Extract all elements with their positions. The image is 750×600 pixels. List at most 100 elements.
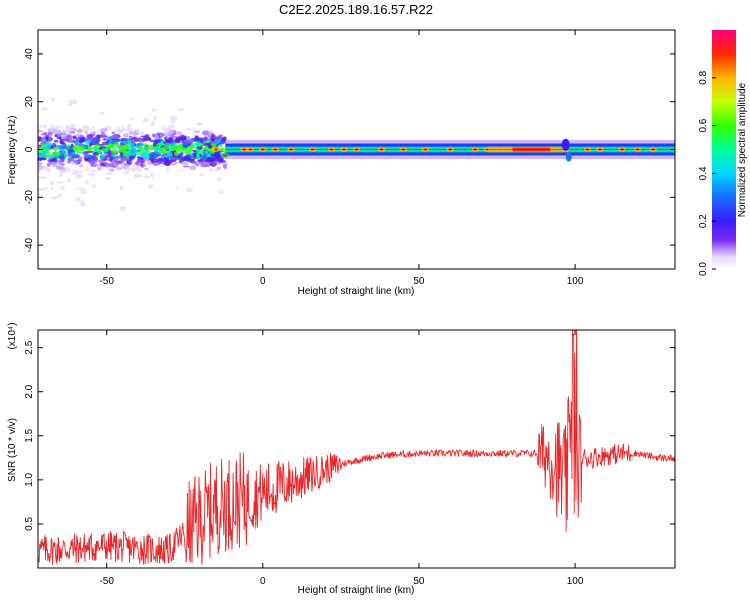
spectral-blob <box>117 129 124 135</box>
spectral-blob <box>119 185 124 191</box>
spectral-blob <box>175 185 179 190</box>
y-tick-label: 40 <box>24 48 35 60</box>
spectral-blob <box>109 157 113 162</box>
spectral-blob <box>46 153 53 157</box>
spectral-blob <box>163 130 169 136</box>
spectral-blob <box>59 153 65 158</box>
spectral-blob <box>50 180 55 186</box>
spectral-blob <box>79 201 86 207</box>
x-tick-label: 100 <box>567 576 584 587</box>
spectral-blob <box>63 152 69 158</box>
x-tick-label: 0 <box>260 576 266 587</box>
spectral-blob <box>134 161 143 166</box>
spectral-blob <box>143 175 151 179</box>
spectral-blob <box>51 196 58 200</box>
spectral-blob <box>166 124 175 129</box>
spectral-blob <box>178 156 187 161</box>
spectral-blob <box>50 161 57 165</box>
spectral-blob <box>93 138 101 142</box>
spectral-blob <box>38 165 44 171</box>
spectral-blob <box>148 184 154 189</box>
spectral-blob <box>135 129 139 132</box>
spectral-blob <box>180 161 189 166</box>
spectral-blob <box>199 158 204 162</box>
spectral-blob <box>40 133 47 136</box>
spectral-blob <box>67 103 73 107</box>
spectral-blob <box>53 146 57 153</box>
spectral-blob <box>172 136 176 141</box>
snr-panel: -50 0 50 100 0.5 1.0 1.5 2.0 2.5 Height of strai… <box>7 322 676 596</box>
spectral-blob <box>134 173 142 177</box>
spectral-blob <box>131 167 137 173</box>
spectral-blob <box>47 136 53 143</box>
spectral-blob <box>111 131 116 135</box>
spectral-blob <box>51 128 59 135</box>
spectral-blob <box>210 142 217 146</box>
spectral-blob <box>192 160 198 165</box>
spectral-blob <box>217 157 224 163</box>
spectral-blob <box>187 140 195 143</box>
spectral-blob <box>57 193 62 198</box>
spectral-blob <box>196 149 200 155</box>
spectral-blob <box>209 168 214 172</box>
spectral-blob <box>60 186 65 191</box>
spectral-blob <box>133 147 138 154</box>
colorbar-ticks: 0.0 0.2 0.4 0.6 0.8 <box>698 70 716 276</box>
spectral-blob <box>39 125 44 128</box>
spectral-blob <box>182 165 190 168</box>
spectral-blob <box>83 150 89 155</box>
x-tick-label: 100 <box>567 276 584 287</box>
spectral-blob <box>129 131 133 135</box>
spectral-blob <box>185 187 193 193</box>
spectral-blob <box>49 124 55 129</box>
spectral-blob <box>42 150 49 154</box>
spectral-blob <box>190 158 196 161</box>
y-tick-label: -20 <box>24 190 35 205</box>
spectral-blob <box>101 147 109 151</box>
spectrogram-x-label: Height of straight line (km) <box>298 286 415 297</box>
spectral-blob <box>74 160 80 165</box>
spectral-blob <box>78 164 84 168</box>
spectral-blob <box>131 137 137 140</box>
spectral-blob <box>150 172 155 178</box>
spectral-blob <box>180 168 184 172</box>
spectral-blob <box>51 97 56 102</box>
spectral-blob <box>73 144 79 150</box>
y-tick-label: 0.5 <box>24 517 35 531</box>
spectral-blob <box>88 143 94 146</box>
snr-series-line <box>38 330 675 565</box>
spectral-blob <box>84 166 90 172</box>
spectral-blob <box>222 136 227 139</box>
spectral-blob <box>51 163 58 168</box>
x-tick-label: -50 <box>99 576 114 587</box>
spectral-blob <box>145 146 151 151</box>
spectral-blob <box>38 129 42 133</box>
spectral-blob <box>219 144 223 148</box>
spectral-blob <box>211 133 215 140</box>
spectral-blob <box>61 169 67 173</box>
spectral-blob <box>203 142 212 146</box>
spectral-blob <box>42 157 47 161</box>
spectral-blob <box>125 143 129 149</box>
spectral-blob <box>71 99 78 105</box>
spectral-blob <box>41 187 49 190</box>
spectral-blob <box>97 164 102 171</box>
spectral-blob <box>72 135 77 139</box>
spectral-blob <box>186 127 191 131</box>
spectral-blob <box>127 123 132 130</box>
spectral-blob <box>122 171 129 175</box>
spectral-blob <box>42 146 47 149</box>
spectral-blob <box>218 134 224 137</box>
disturbance-blob <box>565 151 572 162</box>
spectral-blob <box>110 148 118 154</box>
spectral-blob <box>78 156 83 163</box>
spectral-blob <box>169 115 178 121</box>
spectral-blob <box>56 165 61 168</box>
spectral-blob <box>90 169 98 173</box>
spectral-blob <box>95 134 103 139</box>
spectral-blob <box>90 130 94 134</box>
spectral-blob <box>80 199 85 203</box>
spectral-blob <box>153 147 162 154</box>
y-tick-label: 20 <box>24 96 35 108</box>
